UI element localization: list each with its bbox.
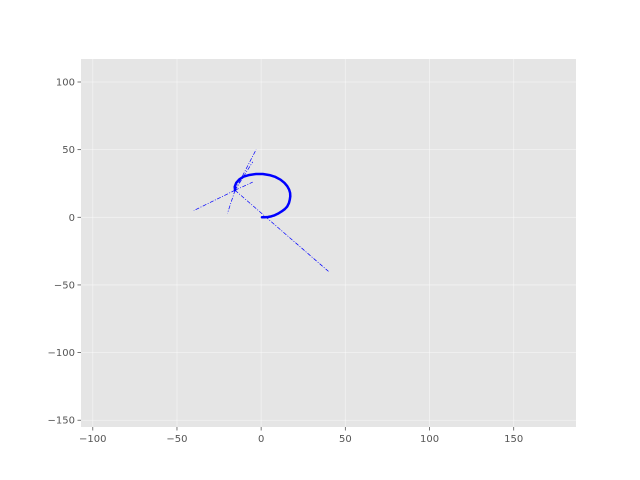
x-tick-label: 150 xyxy=(504,434,523,445)
dashdot-ray xyxy=(234,189,329,272)
dashdot-ray xyxy=(234,161,254,191)
y-tick-label: 50 xyxy=(62,145,75,156)
dashdot-ray xyxy=(193,189,236,211)
y-tick-label: 100 xyxy=(56,78,75,89)
x-tick-label: 100 xyxy=(420,434,439,445)
y-tick-label: 0 xyxy=(69,213,75,224)
x-tick-label: 50 xyxy=(339,434,352,445)
x-tick-label: −100 xyxy=(79,434,106,445)
y-tick-label: −150 xyxy=(48,416,75,427)
dashdot-ray xyxy=(234,181,253,191)
x-tick-label: −50 xyxy=(166,434,187,445)
plot-area-background xyxy=(81,59,576,427)
dashdot-ray xyxy=(234,149,257,191)
x-tick-label: 0 xyxy=(258,434,264,445)
axis-ticks: −100 −50 0 50 100 150 100 50 0 −50 −100 −150 xyxy=(48,78,524,446)
y-tick-label: −100 xyxy=(48,348,75,359)
grid-lines xyxy=(81,59,576,427)
trajectory-curve xyxy=(233,172,292,219)
data-series xyxy=(193,149,329,272)
y-tick-label: −50 xyxy=(54,280,75,291)
